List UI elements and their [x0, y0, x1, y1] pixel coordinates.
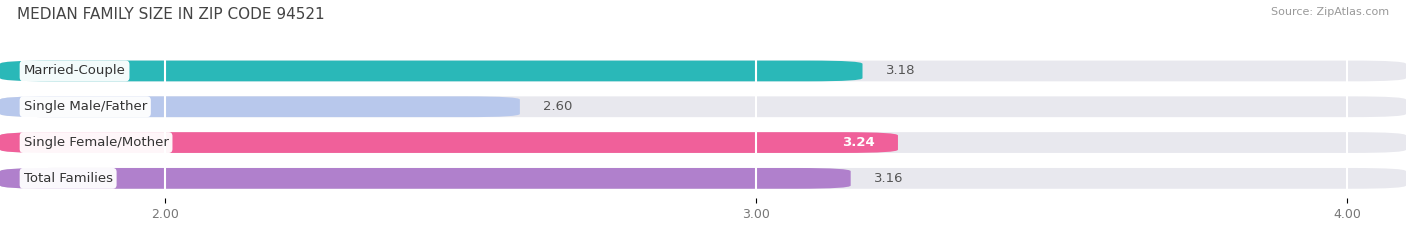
Text: 3.18: 3.18 [886, 65, 915, 77]
FancyBboxPatch shape [0, 96, 1406, 117]
FancyBboxPatch shape [0, 61, 1406, 81]
FancyBboxPatch shape [0, 132, 1406, 153]
Text: MEDIAN FAMILY SIZE IN ZIP CODE 94521: MEDIAN FAMILY SIZE IN ZIP CODE 94521 [17, 7, 325, 22]
Text: Total Families: Total Families [24, 172, 112, 185]
Text: Single Female/Mother: Single Female/Mother [24, 136, 169, 149]
FancyBboxPatch shape [0, 61, 862, 81]
FancyBboxPatch shape [0, 132, 898, 153]
Text: 3.24: 3.24 [842, 136, 875, 149]
FancyBboxPatch shape [0, 96, 520, 117]
Text: 3.16: 3.16 [875, 172, 904, 185]
FancyBboxPatch shape [0, 168, 1406, 189]
FancyBboxPatch shape [0, 168, 851, 189]
Text: Single Male/Father: Single Male/Father [24, 100, 146, 113]
Text: Source: ZipAtlas.com: Source: ZipAtlas.com [1271, 7, 1389, 17]
Text: Married-Couple: Married-Couple [24, 65, 125, 77]
Text: 2.60: 2.60 [544, 100, 572, 113]
